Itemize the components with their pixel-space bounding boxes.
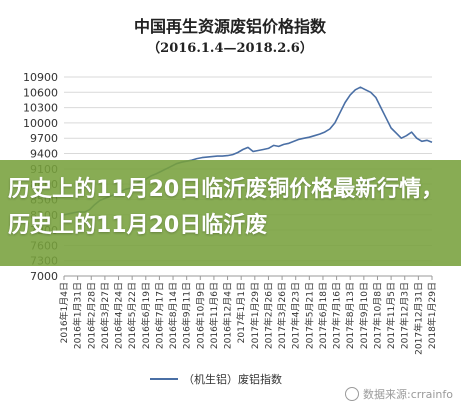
y-tick-label: 7000 [30, 270, 58, 283]
x-tick-label: 2017年10月8日 [371, 282, 383, 349]
x-tick-label: 2017年11月5日 [385, 282, 397, 349]
x-tick-label: 2018年1月29日 [426, 282, 438, 349]
y-tick-label: 10300 [23, 102, 58, 115]
x-tick-label: 2016年1月4日 [58, 282, 70, 343]
x-tick-label: 2016年5月22日 [126, 282, 138, 349]
x-tick-label: 2016年7月17日 [153, 282, 165, 349]
x-tick-label: 2016年3月27日 [99, 282, 111, 349]
x-tick-label: 2017年5月21日 [303, 282, 315, 349]
x-tick-label: 2017年1月29日 [249, 282, 261, 349]
x-tick-label: 2017年3月26日 [276, 282, 288, 349]
x-tick-label: 2016年2月28日 [85, 282, 97, 349]
y-tick-label: 10000 [23, 117, 58, 130]
x-tick-label: 2017年9月10日 [358, 282, 370, 349]
headline-text: 历史上的11月20日临沂废铜价格最新行情，历史上的11月20日临沂废 [8, 177, 444, 238]
chart-title: 中国再生资源废铝价格指数 [134, 17, 327, 36]
watermark: 数据来源:crrainfo [345, 386, 453, 402]
y-tick-label: 10900 [23, 71, 58, 84]
y-tick-label: 9700 [30, 132, 58, 145]
x-tick-labels: 2016年1月4日 2016年1月31日 2016年2月28日 2016年3月27日 2… [58, 276, 438, 355]
legend: （机生铝）废铝指数 [150, 372, 282, 386]
x-tick-label: 2016年1月31日 [72, 282, 84, 349]
x-tick-label: 2017年1月1日 [235, 282, 247, 343]
x-tick-label: 2016年9月11日 [181, 282, 193, 349]
x-tick-label: 2017年12月31日 [412, 282, 424, 355]
x-tick-label: 2017年4月23日 [290, 282, 302, 349]
headline-banner [0, 160, 461, 266]
x-tick-label: 2017年6月18日 [317, 282, 329, 349]
x-tick-label: 2016年8月14日 [167, 282, 179, 349]
x-tick-label: 2016年4月24日 [113, 282, 125, 349]
x-tick-label: 2017年8月13日 [344, 282, 356, 349]
y-tick-label: 10600 [23, 86, 58, 99]
watermark-text: 数据来源:crrainfo [363, 388, 453, 401]
x-tick-label: 2016年6月19日 [140, 282, 152, 349]
chart-subtitle: （2016.1.4—2018.2.6） [147, 40, 313, 56]
x-tick-label: 2016年10月9日 [194, 282, 206, 349]
x-tick-label: 2017年2月26日 [262, 282, 274, 349]
legend-label: （机生铝）废铝指数 [183, 372, 282, 386]
watermark-logo-icon [345, 387, 360, 401]
x-tick-label: 2016年12月4日 [222, 282, 234, 349]
x-tick-label: 2016年11月6日 [208, 282, 220, 349]
x-tick-label: 2017年12月3日 [399, 282, 411, 349]
x-tick-label: 2017年7月16日 [331, 282, 343, 349]
y-tick-label: 9400 [30, 148, 58, 161]
